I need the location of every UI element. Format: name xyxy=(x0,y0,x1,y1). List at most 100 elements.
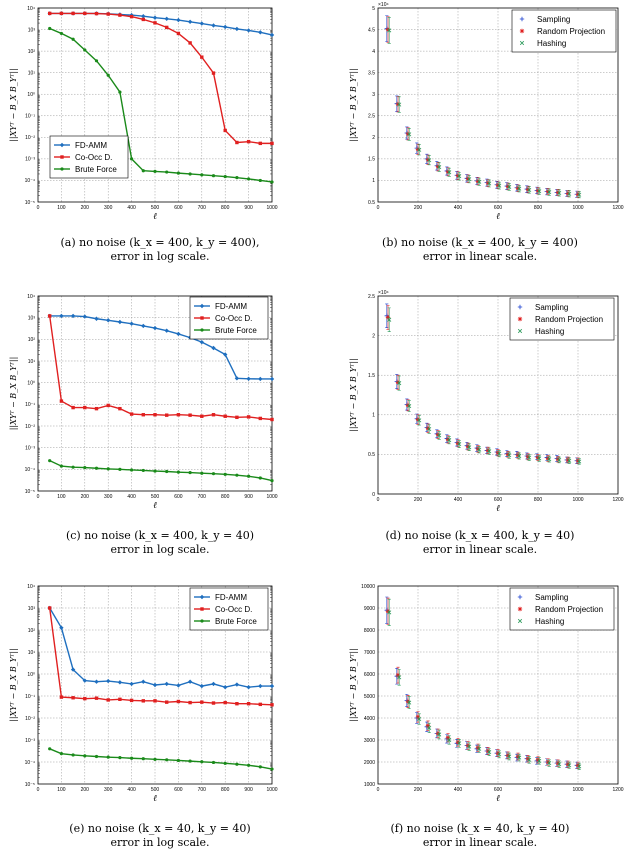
data-point xyxy=(497,752,502,757)
data-point xyxy=(525,187,531,192)
data-point xyxy=(223,685,228,690)
data-point xyxy=(141,757,145,761)
data-point xyxy=(395,672,401,678)
x-tick-label: 700 xyxy=(198,205,207,211)
data-point xyxy=(141,13,146,19)
data-point xyxy=(415,147,421,152)
x-axis-label: ℓ xyxy=(153,212,157,222)
x-tick-label: 100 xyxy=(57,494,66,500)
data-point xyxy=(547,761,552,766)
x-tick-label: 1000 xyxy=(266,787,277,793)
data-point xyxy=(235,415,239,420)
data-point xyxy=(165,758,169,762)
data-point xyxy=(153,413,157,417)
chart-b: 0 200 400 600 800 1000 1200 5 4.5 4 3.5 3 2.5 2 1.5 1 0.… xyxy=(349,2,624,222)
data-point xyxy=(48,606,52,610)
legend-label: Sampling xyxy=(535,593,568,602)
data-point xyxy=(223,414,227,418)
data-point xyxy=(94,696,99,700)
data-point xyxy=(94,59,99,63)
data-point xyxy=(258,476,262,480)
x-tick-label: 200 xyxy=(414,497,423,503)
y-multiplier: ×10⁴ xyxy=(378,290,389,296)
chart-a: 0 100 200 300 400 500 600 700 800 900 1000 10⁴ 10³ 10… xyxy=(9,6,278,222)
data-point xyxy=(577,192,582,197)
data-point xyxy=(83,696,87,701)
x-tick-label: 800 xyxy=(534,205,543,211)
data-point xyxy=(71,753,75,757)
data-point xyxy=(447,737,452,743)
data-point xyxy=(270,479,274,483)
data-point xyxy=(165,700,169,704)
data-point xyxy=(187,19,193,24)
data-point xyxy=(200,414,204,418)
y-tick-label: 9000 xyxy=(364,606,375,612)
caption-line: (f) no noise (k_x = 40, k_y = 40) xyxy=(390,822,570,835)
data-point xyxy=(129,698,134,703)
data-point xyxy=(83,11,87,16)
series-brute-force xyxy=(48,459,274,483)
data-point xyxy=(517,453,522,459)
x-tick-label: 1000 xyxy=(266,494,277,500)
y-tick-label: 10⁻⁵ xyxy=(25,782,35,788)
data-point xyxy=(118,90,122,94)
data-point xyxy=(199,21,204,26)
data-point xyxy=(71,465,75,469)
x-tick-label: 400 xyxy=(454,787,463,793)
data-point xyxy=(246,376,251,381)
data-point xyxy=(527,757,532,762)
data-point xyxy=(467,177,472,182)
data-point xyxy=(106,73,110,77)
data-point xyxy=(106,12,110,16)
data-point xyxy=(176,331,181,337)
data-point xyxy=(247,474,251,478)
data-point xyxy=(152,15,158,20)
data-point xyxy=(517,186,522,191)
data-point xyxy=(176,683,181,688)
y-tick-label: 8000 xyxy=(364,628,375,634)
data-point xyxy=(269,683,275,689)
data-point xyxy=(537,758,542,763)
data-point xyxy=(475,179,481,184)
legend-box xyxy=(509,297,615,341)
legend-label: Random Projection xyxy=(535,605,603,614)
x-tick-label: 400 xyxy=(127,787,136,793)
grid-lines xyxy=(378,586,618,784)
x-axis-label: ℓ xyxy=(153,794,157,804)
data-point xyxy=(477,746,482,751)
x-tick-label: 100 xyxy=(57,205,66,211)
data-point xyxy=(258,765,262,769)
data-point xyxy=(118,406,122,411)
legend-box xyxy=(511,9,617,53)
x-tick-label: 600 xyxy=(174,494,183,500)
caption-line: (b) no noise (k_x = 400, k_y = 400) xyxy=(382,236,578,249)
y-tick-label: 10³ xyxy=(28,315,36,321)
plot-frame xyxy=(37,7,273,203)
x-axis-label: ℓ xyxy=(153,501,157,511)
y-tick-label: 10⁻² xyxy=(25,716,35,722)
legend-label: Brute Force xyxy=(215,617,257,626)
y-tick-label: 10² xyxy=(28,337,36,343)
y-tick-label: 10¹ xyxy=(28,359,36,365)
caption-line: error in log scale. xyxy=(110,250,210,263)
legend: FD-AMM Co-Occ D. Brute Force xyxy=(189,296,269,340)
x-tick-label: 300 xyxy=(104,494,113,500)
caption-line: error in log scale. xyxy=(110,836,210,849)
x-tick-label: 900 xyxy=(244,205,253,211)
legend-label: Co-Occ D. xyxy=(215,605,252,614)
data-point xyxy=(557,457,562,463)
data-point xyxy=(48,747,52,751)
data-point xyxy=(106,318,111,323)
data-point xyxy=(487,449,492,454)
y-tick-label: 2 xyxy=(372,135,375,141)
y-tick-label: 10⁴ xyxy=(27,6,35,12)
data-point xyxy=(59,752,64,756)
data-point xyxy=(234,26,240,32)
legend-marker xyxy=(517,304,523,310)
data-point xyxy=(517,755,522,760)
legend-marker xyxy=(517,328,523,334)
data-point xyxy=(405,131,411,137)
legend-marker xyxy=(517,316,523,322)
data-point xyxy=(211,345,216,351)
data-point xyxy=(82,314,87,319)
